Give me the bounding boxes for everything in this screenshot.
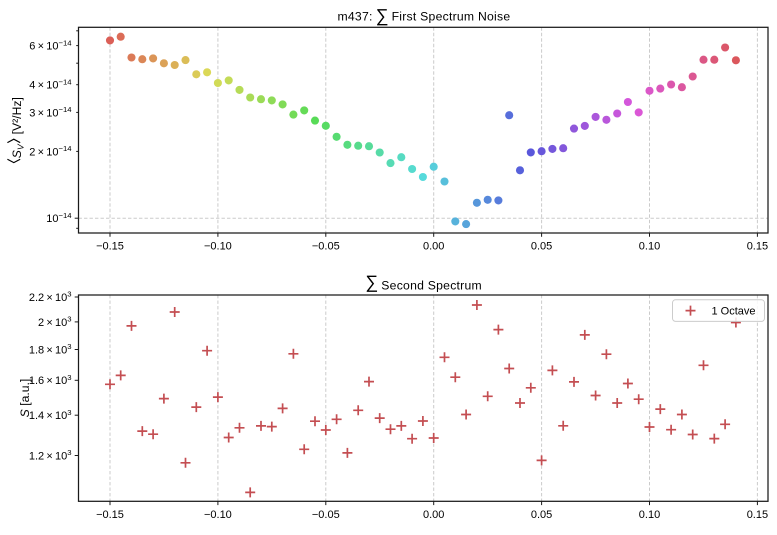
svg-text:0.10: 0.10 (639, 509, 660, 521)
svg-text:1.2 × 103: 1.2 × 103 (29, 448, 72, 462)
svg-text:∑: ∑ (365, 272, 378, 292)
svg-text:SV: SV (10, 143, 26, 158)
svg-text:−0.15: −0.15 (96, 241, 124, 253)
svg-text:1.8 × 103: 1.8 × 103 (29, 342, 72, 356)
svg-text:0.05: 0.05 (531, 241, 552, 253)
svg-text:0.10: 0.10 (639, 241, 660, 253)
svg-text:−0.10: −0.10 (204, 509, 232, 521)
svg-text:4 × 10−14: 4 × 10−14 (29, 77, 72, 91)
svg-text:Second Spectrum: Second Spectrum (381, 278, 482, 292)
svg-text:−0.15: −0.15 (96, 509, 124, 521)
svg-text:1 Octave: 1 Octave (712, 306, 756, 318)
svg-text:[V²/Hz]: [V²/Hz] (10, 97, 24, 134)
svg-text:0.15: 0.15 (747, 241, 768, 253)
svg-text:∑: ∑ (376, 6, 389, 26)
svg-text:1.4 × 103: 1.4 × 103 (29, 408, 72, 422)
svg-text:0.00: 0.00 (423, 509, 444, 521)
svg-text:m437:: m437: (338, 10, 373, 24)
svg-text:0.00: 0.00 (423, 241, 444, 253)
svg-text:0.05: 0.05 (531, 509, 552, 521)
svg-text:10−14: 10−14 (46, 211, 72, 225)
svg-text:2 × 103: 2 × 103 (38, 315, 71, 329)
svg-text:−0.10: −0.10 (204, 241, 232, 253)
svg-text:2.2 × 103: 2.2 × 103 (29, 290, 72, 304)
svg-text:0.15: 0.15 (747, 509, 768, 521)
svg-text:First Spectrum Noise: First Spectrum Noise (392, 10, 511, 24)
svg-text:−0.05: −0.05 (312, 509, 340, 521)
svg-text:1.6 × 103: 1.6 × 103 (29, 373, 72, 387)
svg-text:−0.05: −0.05 (312, 241, 340, 253)
svg-text:S [a.u.]: S [a.u.] (18, 379, 32, 418)
